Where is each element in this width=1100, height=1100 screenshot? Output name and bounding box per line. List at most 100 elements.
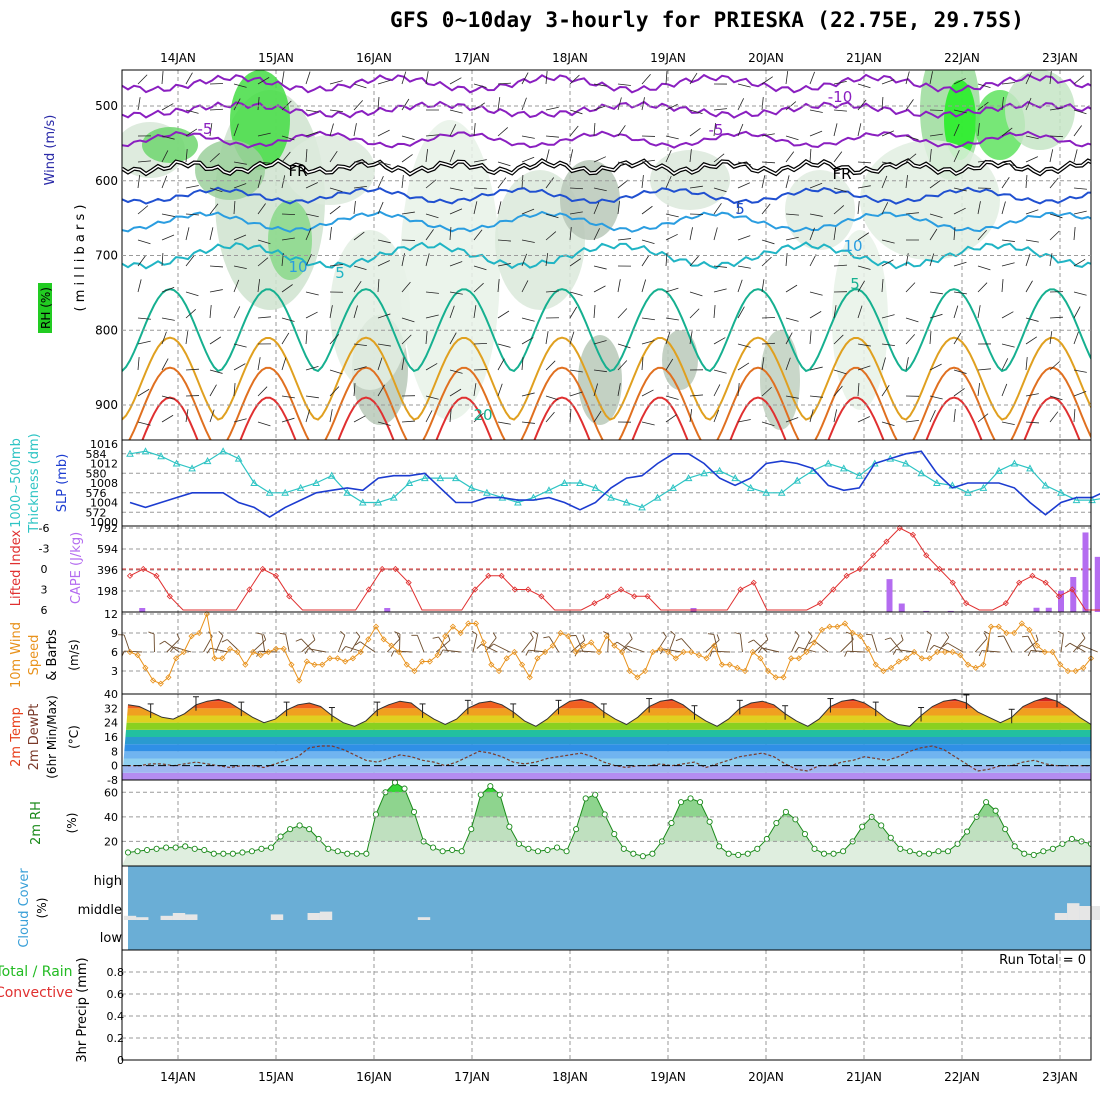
wind-barb: [1025, 72, 1032, 85]
precip-frame: [121, 949, 1092, 1061]
wind-barb: [257, 239, 271, 245]
lifted-marker: [883, 538, 890, 545]
wind-barb: [473, 201, 478, 215]
cloud-block: [123, 915, 137, 920]
wind-barb: [209, 369, 223, 374]
wind-barb: [161, 358, 169, 371]
wind10-marker: [434, 652, 441, 659]
wind10-marker: [380, 636, 387, 643]
wind10-marker: [665, 648, 672, 656]
wind-barb: [185, 213, 199, 216]
lifted-marker: [153, 572, 160, 579]
day-label-top: 22JAN: [944, 51, 980, 65]
wind10-marker: [273, 645, 280, 652]
wind10-barb: [285, 634, 290, 653]
wind-barb: [233, 201, 236, 215]
wind-barb: [737, 182, 751, 189]
wind-barb: [1073, 390, 1087, 397]
wind-barb: [713, 227, 718, 241]
wind-barb: [401, 281, 411, 293]
wind-barb: [833, 264, 847, 267]
wind-barb: [257, 203, 266, 215]
wind10-barb-flag: [256, 632, 263, 635]
wind-barb: [809, 254, 817, 267]
wind-barb: [713, 288, 727, 293]
lifted-marker: [644, 593, 651, 600]
wind-barb: [473, 369, 488, 371]
wind-barb: [785, 357, 791, 371]
rh2m-marker: [840, 848, 847, 855]
wind10-marker: [788, 655, 795, 662]
rh2m-marker: [525, 845, 532, 852]
wind-barb: [689, 109, 703, 114]
wind-barb: [377, 176, 384, 189]
rh2m-marker: [763, 835, 770, 843]
wind-barb: [425, 395, 439, 400]
wind10-marker: [188, 633, 195, 640]
wind-barb: [449, 388, 462, 397]
day-label-top: 21JAN: [846, 51, 882, 65]
wind-barb: [809, 213, 823, 217]
wind-barb: [329, 227, 332, 241]
rh2m-marker: [449, 846, 456, 854]
wind-barb: [665, 103, 678, 111]
rh2m-marker: [248, 848, 256, 855]
wind-barb: [161, 175, 168, 189]
rh2m-marker: [735, 851, 742, 858]
wind-barb: [809, 71, 815, 85]
wind-barb: [1073, 187, 1087, 190]
thickness-marker: [591, 483, 600, 491]
temp-tick: 32: [104, 702, 118, 715]
wind10-marker: [695, 652, 702, 659]
wind-barb: [545, 290, 559, 293]
wind10-barb-flag: [748, 639, 754, 644]
wind10-barb-flag: [169, 646, 175, 653]
wind-barb: [497, 279, 500, 293]
wind-barb: [497, 82, 511, 85]
rh2m-marker: [944, 848, 952, 855]
lifted-marker: [1002, 600, 1009, 607]
wind-barb: [497, 343, 511, 348]
wind-barb: [713, 265, 727, 268]
lifted-marker: [817, 600, 824, 607]
thickness-marker: [576, 478, 584, 486]
wind-barb: [761, 256, 772, 267]
wind10-barb-flag: [488, 643, 494, 649]
wind10-marker: [511, 648, 518, 656]
wind-barb: [929, 133, 943, 137]
wind10-marker: [903, 655, 910, 662]
wind-barb: [857, 123, 862, 137]
wind-barb: [329, 109, 343, 112]
wind-barb: [161, 287, 175, 293]
wind-barb: [857, 265, 871, 270]
wind-barb: [257, 316, 271, 319]
wind-barb: [857, 161, 871, 164]
wind-barb: [953, 207, 966, 215]
wind-barb: [833, 385, 843, 397]
cape-bar: [1082, 532, 1089, 612]
wind-barb: [689, 227, 693, 241]
cape-bar: [1045, 607, 1052, 612]
wind10-marker: [934, 648, 941, 656]
wind-barb: [569, 187, 584, 190]
wind-barb: [281, 284, 293, 293]
wind-barb: [545, 253, 549, 267]
thickness-marker: [964, 488, 972, 496]
wind10-barb-flag: [757, 647, 763, 654]
wind-barb: [449, 261, 463, 267]
wind10-barb: [713, 634, 719, 653]
rh2m-marker: [144, 846, 151, 854]
lifted-marker: [485, 572, 492, 579]
axis-title-temp2m: 2m Temp: [9, 707, 24, 767]
wind-barb: [689, 255, 699, 267]
wind10-barb-flag: [159, 640, 165, 645]
wind-barb: [305, 109, 319, 113]
wind-barb: [857, 383, 860, 397]
wind-barb: [905, 282, 916, 293]
rh2m-marker: [592, 791, 599, 798]
wind10-barb-flag: [1076, 644, 1082, 650]
wind10-barb: [627, 645, 645, 653]
cloud-block: [160, 915, 173, 920]
wind-barb: [305, 331, 308, 345]
wind-barb: [497, 263, 511, 267]
